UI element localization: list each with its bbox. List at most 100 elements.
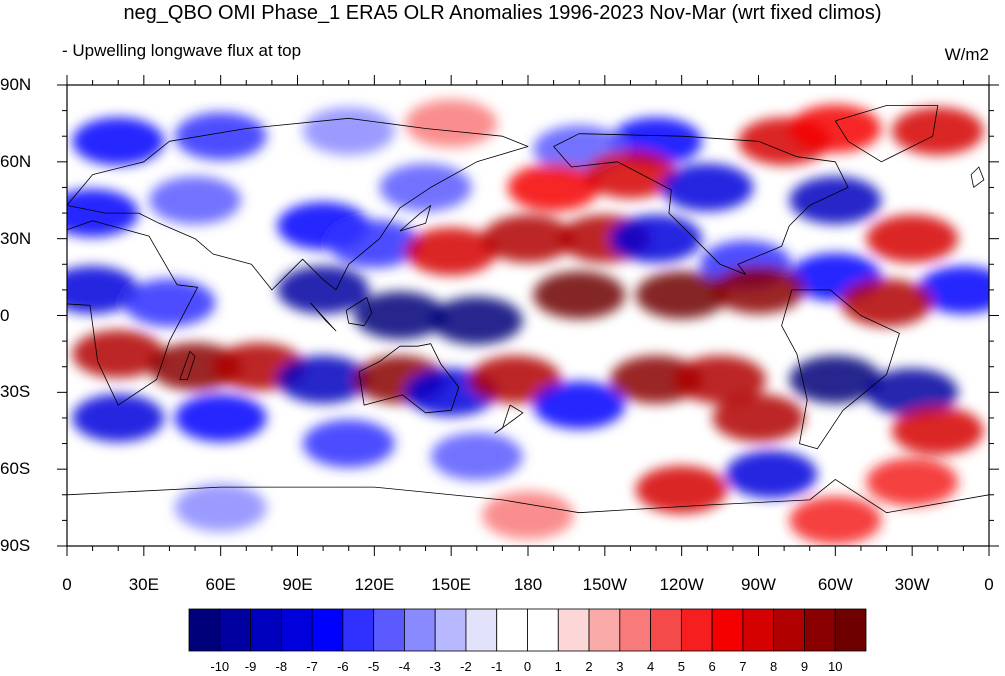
colorbar-label: -6	[337, 659, 349, 674]
colorbar-box	[650, 608, 682, 652]
coastline-5	[781, 289, 900, 450]
colorbar-label: -7	[306, 659, 318, 674]
anomaly-cell-1	[174, 112, 267, 161]
anomaly-cell-55	[866, 457, 959, 506]
anomaly-cell-51	[302, 419, 395, 468]
colorbar-label: 2	[585, 659, 593, 674]
lat-label: 60N	[0, 151, 32, 171]
colorbar-box	[619, 608, 651, 652]
anomaly-cell-13	[789, 176, 882, 225]
anomaly-cell-27	[123, 278, 216, 327]
anomaly-cell-33	[712, 265, 805, 314]
anomaly-cell-56	[789, 496, 882, 545]
anomaly-cell-22	[610, 214, 703, 263]
coastline-11	[970, 166, 985, 188]
anomaly-cell-31	[533, 271, 626, 320]
lon-label: 0	[984, 575, 994, 594]
colorbar-box	[742, 608, 775, 652]
colorbar-label: -4	[398, 659, 411, 674]
anomaly-cell-26	[67, 265, 139, 314]
anomaly-cell-0	[72, 117, 165, 166]
colorbar-label: -3	[429, 659, 441, 674]
lon-label: 30W	[894, 575, 930, 594]
colorbar-box	[311, 608, 344, 652]
lon-label: 60E	[205, 575, 236, 594]
colorbar-label: -1	[490, 659, 503, 674]
anomaly-cell-57	[174, 483, 267, 532]
colorbar-box	[250, 608, 282, 652]
lat-label: 90N	[0, 75, 32, 94]
colorbar-box	[834, 608, 867, 652]
colorbar-box	[804, 608, 836, 652]
anomaly-cell-19	[405, 227, 498, 276]
lon-label: 180	[513, 575, 543, 594]
coastline-2	[358, 343, 460, 414]
colorbar-label: 0	[523, 659, 532, 674]
coastline-0	[67, 220, 198, 406]
anomaly-cell-43	[469, 355, 562, 404]
colorbar-label: 3	[616, 659, 624, 674]
anomaly-cell-52	[430, 432, 523, 481]
anomaly-cell-3	[405, 99, 498, 148]
coastline-4	[834, 105, 939, 163]
anomaly-cell-49	[72, 393, 165, 442]
colorbar-box	[680, 608, 713, 652]
anomaly-cell-2	[302, 107, 395, 156]
colorbar-box	[557, 608, 590, 652]
lon-label: 60W	[817, 575, 853, 594]
colorbar-box	[711, 608, 744, 652]
colorbar-label: 7	[739, 659, 747, 674]
coastline-9	[399, 205, 432, 232]
colorbar-box	[373, 608, 405, 652]
coastline-7	[345, 297, 373, 327]
anomaly-cell-58	[482, 491, 574, 540]
lon-label: 90E	[282, 575, 313, 594]
anomaly-cell-6	[891, 107, 984, 156]
anomaly-cell-53	[635, 465, 728, 514]
colorbar-label: -8	[275, 659, 288, 674]
anomaly-field	[67, 99, 989, 545]
colorbar-box	[434, 608, 467, 652]
anomaly-cell-16	[149, 176, 242, 225]
lat-label: 0	[0, 305, 10, 325]
coastline-6	[67, 479, 989, 514]
colorbar-label: -5	[367, 659, 380, 674]
colorbar-box	[280, 608, 313, 652]
anomaly-cell-32	[635, 271, 728, 320]
plot-title: neg_QBO OMI Phase_1 ERA5 OLR Anomalies 1…	[123, 2, 882, 24]
lat-label: 90S	[0, 536, 31, 555]
coastline-1	[67, 117, 529, 291]
anomaly-cell-29	[353, 291, 446, 340]
anomaly-cell-38	[149, 342, 242, 391]
lon-label: 30E	[128, 575, 159, 594]
anomaly-cell-46	[674, 355, 767, 404]
coastline-10	[179, 351, 196, 380]
anomaly-cell-35	[789, 355, 882, 404]
anomaly-cell-9	[379, 163, 472, 212]
colorbar-box	[496, 608, 528, 652]
colorbar-label: 6	[708, 659, 716, 674]
anomaly-cell-20	[482, 214, 574, 263]
anomaly-cell-28	[277, 265, 370, 314]
anomaly-cell-44	[533, 381, 626, 430]
anomaly-cell-50	[174, 393, 267, 442]
anomaly-cell-54	[725, 450, 818, 499]
lon-label: 120E	[354, 575, 395, 594]
anomaly-cell-45	[610, 355, 703, 404]
anomaly-cell-25	[917, 265, 989, 314]
colorbar-label: 5	[677, 659, 685, 674]
colorbar-label: -10	[210, 659, 230, 674]
colorbar-box	[342, 608, 375, 652]
anomaly-cell-34	[840, 278, 933, 327]
colorbar-label: 10	[827, 659, 843, 674]
lat-label: 30N	[0, 228, 32, 248]
lon-label: 90W	[741, 575, 776, 594]
colorbar	[188, 608, 867, 652]
axis-ticks	[57, 75, 999, 556]
coastline-12	[494, 404, 524, 434]
anomaly-cell-48	[891, 406, 984, 455]
anomaly-cell-36	[866, 368, 959, 417]
coastlines	[67, 105, 989, 514]
colorbar-box	[773, 608, 805, 652]
